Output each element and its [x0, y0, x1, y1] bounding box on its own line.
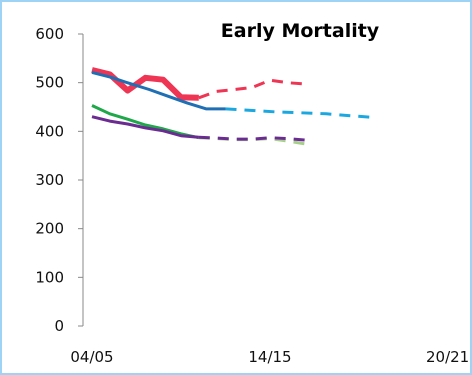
y-tick-label: 600 [35, 25, 64, 43]
series-line-2 [91, 70, 226, 111]
y-tick-label: 500 [35, 74, 64, 92]
x-tick-label: 04/05 [70, 348, 113, 366]
y-tick-label: 300 [35, 171, 64, 189]
series-line-0 [91, 67, 199, 101]
y-tick-label: 100 [35, 268, 64, 286]
x-tick-label: 14/15 [248, 348, 291, 366]
x-tick-label: 20/21 [426, 348, 469, 366]
series-line-6 [91, 115, 199, 139]
chart-title: Early Mortality [221, 20, 380, 42]
series-lines [91, 67, 377, 146]
series-line-3 [225, 107, 377, 120]
y-tick-label: 400 [35, 122, 64, 140]
axes: 0 100 200 300 400 500 600 04/05 14/15 20/21 [35, 25, 469, 366]
y-tick-label: 0 [54, 317, 64, 335]
y-tick-label: 200 [35, 220, 64, 238]
series-line-5 [198, 136, 306, 146]
series-line-1 [198, 78, 306, 100]
series-line-4 [91, 104, 200, 140]
series-line-7 [198, 135, 306, 142]
